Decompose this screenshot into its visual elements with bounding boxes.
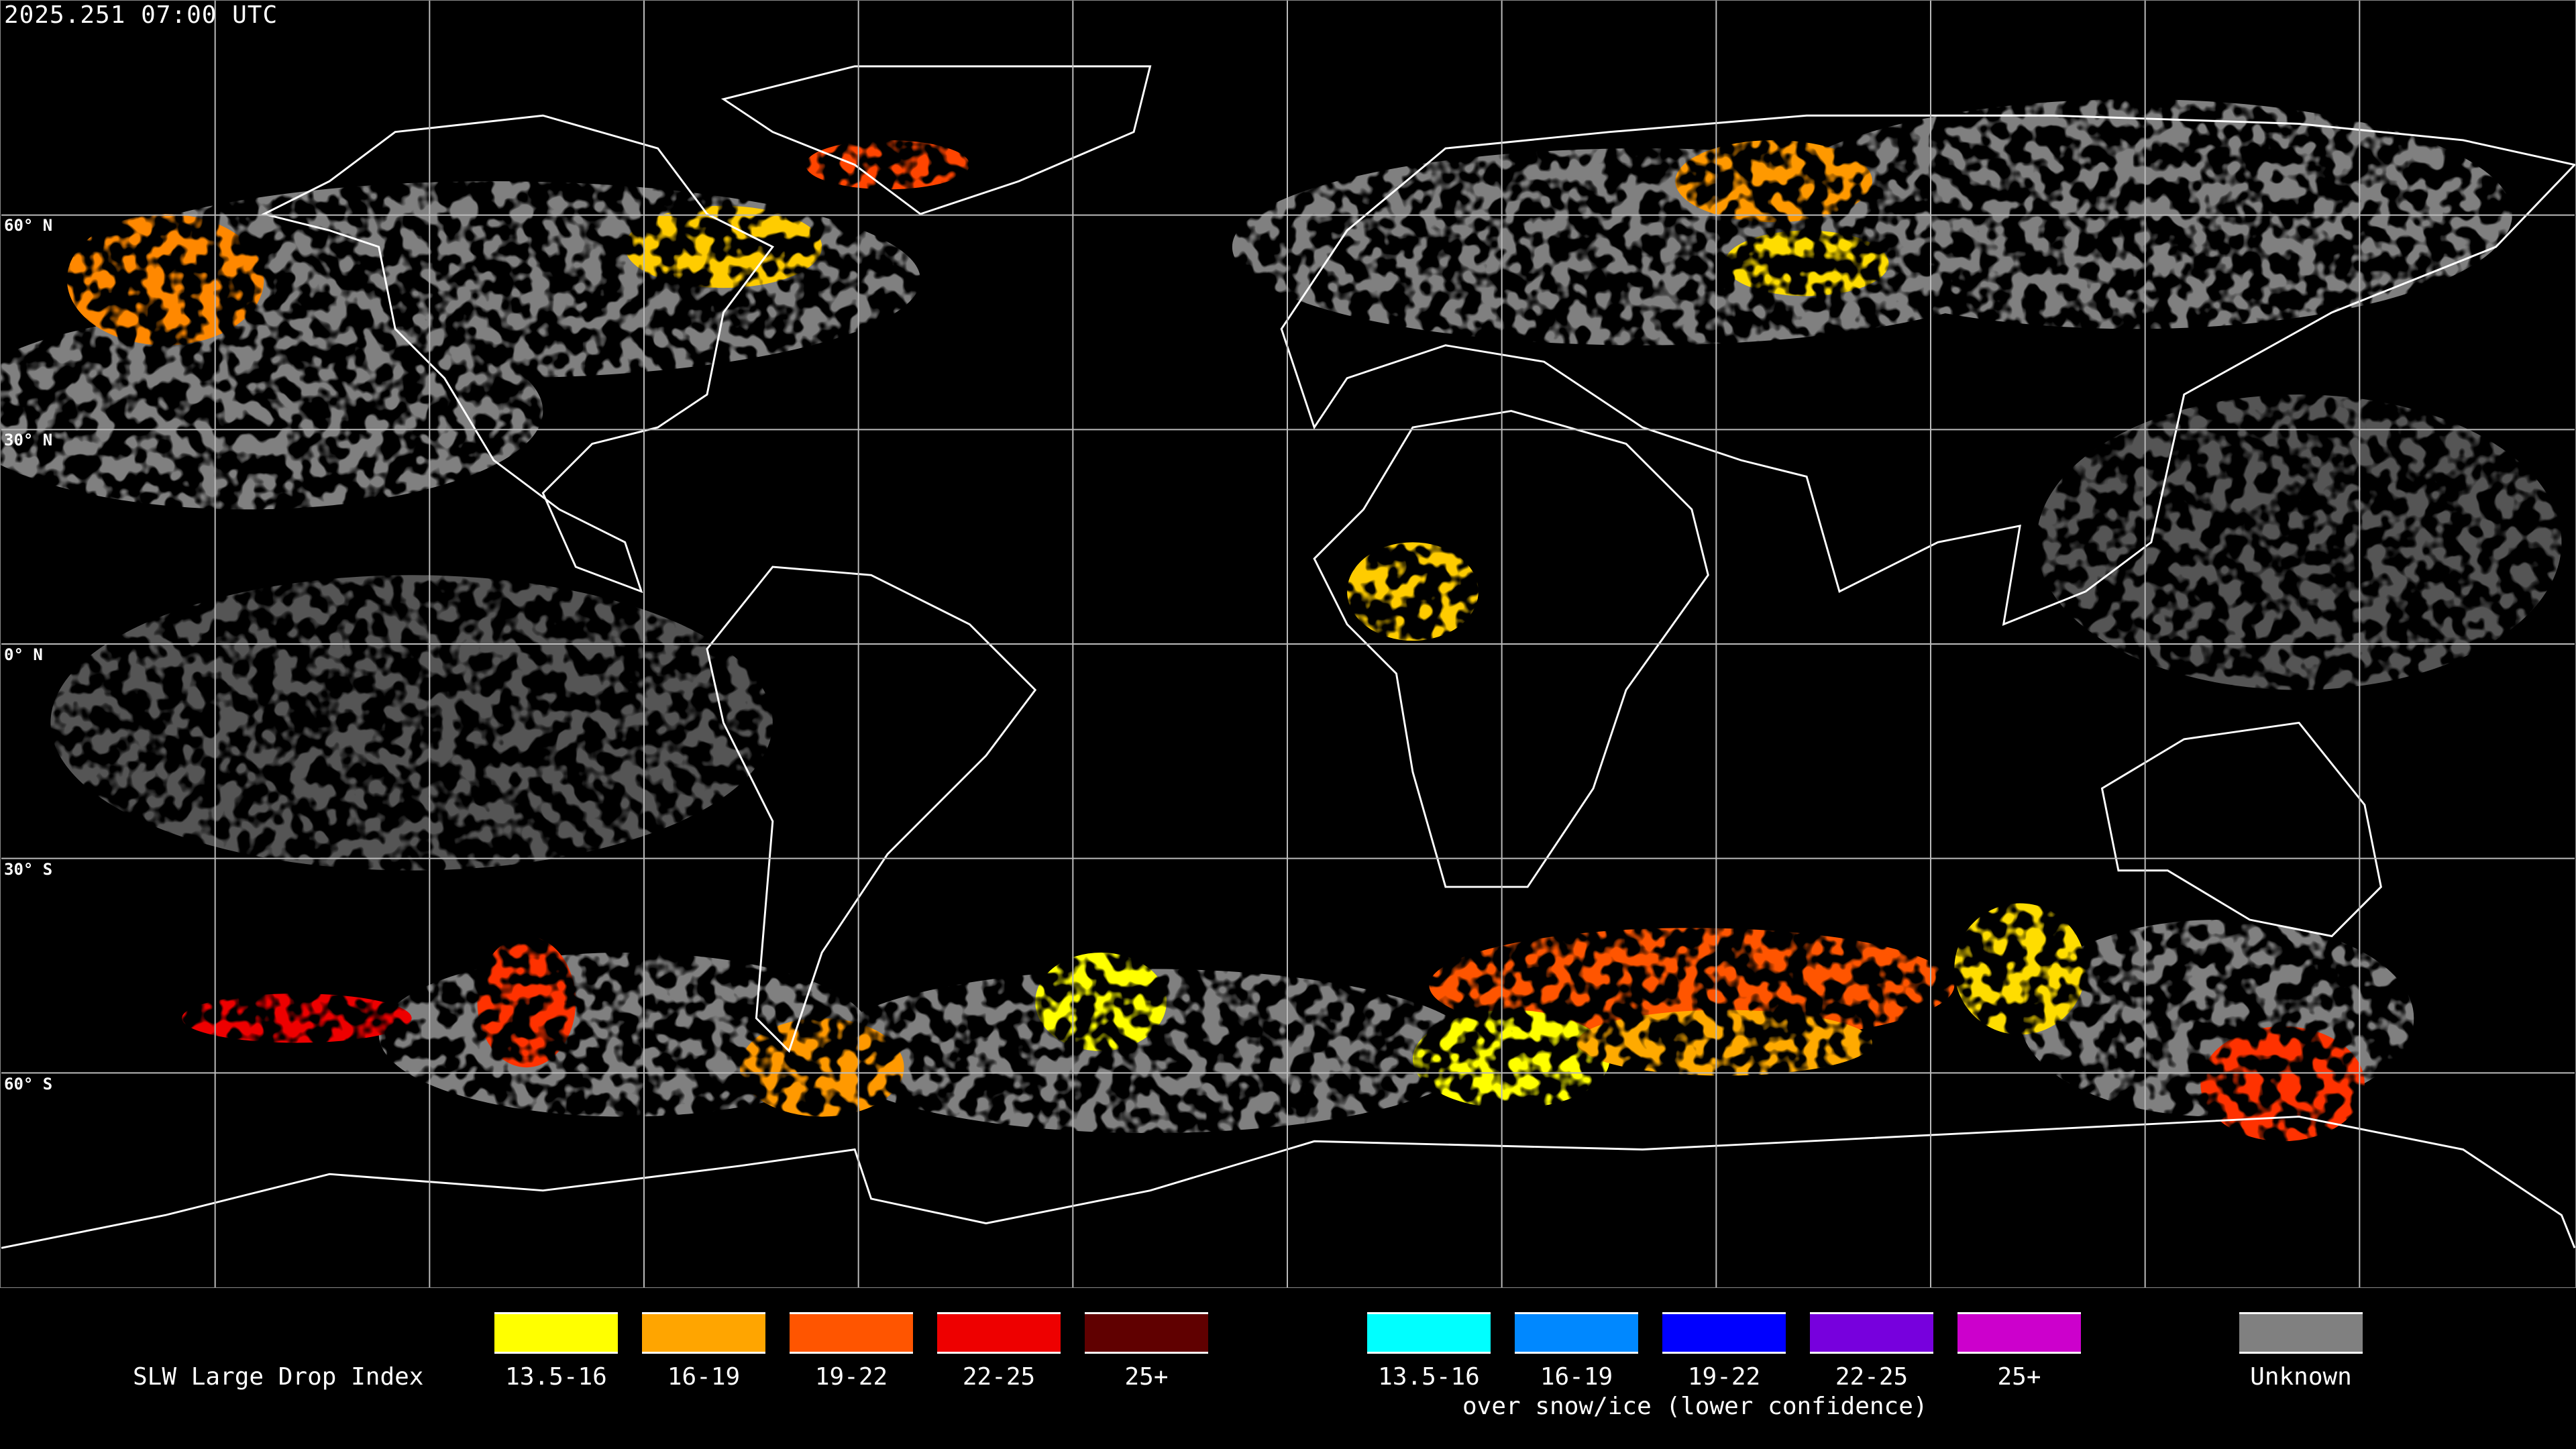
legend-snow-3-label: 22-25 bbox=[1835, 1363, 1909, 1391]
legend-snow-1-label: 16-19 bbox=[1540, 1363, 1613, 1391]
lat-label-0n: 0° N bbox=[4, 645, 43, 664]
legend-snow-4-label: 25+ bbox=[1997, 1363, 2041, 1391]
cloud-patch bbox=[1412, 1010, 1610, 1109]
coastline-north-america bbox=[261, 114, 775, 594]
cloud-patch bbox=[739, 1018, 904, 1117]
legend-main-0-swatch bbox=[494, 1312, 618, 1354]
cloud-patch bbox=[2200, 1026, 2365, 1142]
legend-main-3-label: 22-25 bbox=[962, 1363, 1036, 1391]
legend-main-4-swatch bbox=[1085, 1312, 1208, 1354]
coastline-eurasia bbox=[1280, 114, 2575, 626]
timestamp: 2025.251 07:00 UTC bbox=[4, 1, 278, 29]
cloud-patch bbox=[1675, 140, 1872, 223]
slw-map bbox=[0, 0, 2576, 1288]
legend-snow-0-swatch bbox=[1367, 1312, 1491, 1354]
legend-snow-1-swatch bbox=[1515, 1312, 1638, 1354]
legend-main-4-label: 25+ bbox=[1124, 1363, 1169, 1391]
legend-unknown-swatch bbox=[2239, 1312, 2363, 1354]
legend-snow-2-swatch bbox=[1662, 1312, 1786, 1354]
legend-main-1-label: 16-19 bbox=[667, 1363, 741, 1391]
legend-main-1-swatch bbox=[642, 1312, 765, 1354]
cloud-data-layer bbox=[1, 99, 2562, 1142]
cloud-patch bbox=[50, 575, 773, 871]
legend-title: SLW Large Drop Index bbox=[133, 1363, 424, 1391]
coastline-australia bbox=[2100, 721, 2382, 938]
cloud-patch bbox=[1, 312, 543, 510]
snow-ice-caption: over snow/ice (lower confidence) bbox=[1462, 1393, 1928, 1420]
lat-label-30n: 30° N bbox=[4, 431, 53, 449]
coastline-greenland bbox=[720, 65, 1152, 215]
legend-main-3-swatch bbox=[937, 1312, 1061, 1354]
legend-snow-2-label: 19-22 bbox=[1687, 1363, 1761, 1391]
legend-main-2-label: 19-22 bbox=[814, 1363, 888, 1391]
cloud-patch bbox=[1757, 99, 2513, 329]
cloud-patch bbox=[2036, 394, 2562, 690]
coastline-antarctica bbox=[1, 1116, 2575, 1249]
legend-main-2-swatch bbox=[790, 1312, 913, 1354]
legend-snow-4-swatch bbox=[1957, 1312, 2081, 1354]
graticule bbox=[1, 1, 2575, 1287]
coastline-south-america bbox=[706, 566, 1037, 1053]
cloud-patch bbox=[822, 969, 1479, 1134]
cloud-patch bbox=[477, 936, 576, 1068]
cloud-patch bbox=[1576, 1010, 1872, 1076]
legend-unknown-label: Unknown bbox=[2250, 1363, 2352, 1391]
coastline-africa bbox=[1313, 410, 1709, 888]
legend-snow-0-label: 13.5-16 bbox=[1378, 1363, 1480, 1391]
lat-label-60s: 60° S bbox=[4, 1075, 53, 1093]
coastlines bbox=[1, 65, 2575, 1249]
cloud-patch bbox=[805, 140, 970, 190]
legend-main-0-label: 13.5-16 bbox=[505, 1363, 607, 1391]
cloud-patch bbox=[1035, 952, 1167, 1051]
lat-label-60n: 60° N bbox=[4, 216, 53, 235]
cloud-patch bbox=[1347, 542, 1479, 641]
cloud-patch bbox=[1954, 903, 2086, 1035]
cloud-patch bbox=[182, 994, 412, 1043]
cloud-patch bbox=[1429, 928, 1955, 1043]
cloud-patch bbox=[1724, 230, 1889, 297]
cloud-patch bbox=[625, 205, 822, 288]
lat-label-30s: 30° S bbox=[4, 860, 53, 879]
cloud-patch bbox=[66, 214, 264, 345]
legend-snow-3-swatch bbox=[1810, 1312, 1933, 1354]
